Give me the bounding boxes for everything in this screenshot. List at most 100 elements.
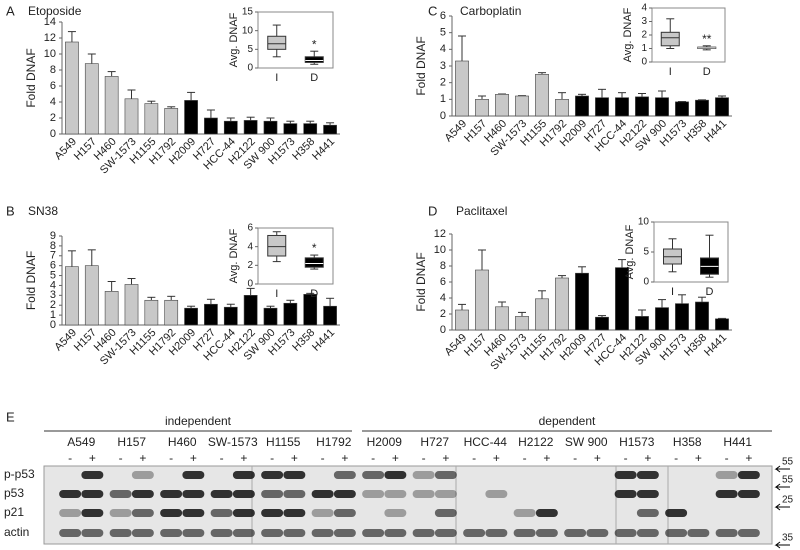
bar <box>323 305 337 326</box>
x-tick-label: H157 <box>462 332 489 359</box>
y-tick-label: 0 <box>440 324 446 336</box>
band <box>564 529 587 537</box>
bar <box>65 41 79 135</box>
band <box>614 490 637 498</box>
band <box>412 529 435 537</box>
y-axis-label: Fold DNAF <box>24 48 38 107</box>
y-tick-label: 0 <box>440 110 446 122</box>
size-marker: 55 <box>782 475 794 486</box>
marker-arrow <box>774 465 790 473</box>
band <box>283 509 306 517</box>
treatment-label: + <box>594 451 601 465</box>
bar <box>65 266 79 326</box>
y-tick-label: 4 <box>440 43 446 55</box>
y-tick-label: 4 <box>440 292 446 304</box>
annotation: ** <box>702 32 712 46</box>
band <box>210 509 233 517</box>
band <box>283 490 306 498</box>
bar <box>303 294 318 326</box>
bar <box>204 303 218 326</box>
y-tick-label: 2 <box>641 30 647 41</box>
treatment-label: - <box>422 451 426 465</box>
band <box>131 509 154 517</box>
band <box>636 490 659 498</box>
y-tick-label: 4 <box>50 96 56 108</box>
treatment-label: + <box>695 451 702 465</box>
size-marker: 55 <box>782 457 794 468</box>
treatment-label: - <box>624 451 628 465</box>
band <box>333 471 356 479</box>
bar <box>515 95 529 117</box>
y-tick-label: 10 <box>44 48 56 60</box>
y-tick-label: 8 <box>440 260 446 272</box>
y-tick-label: 5 <box>643 247 649 258</box>
x-tick-label: D <box>703 66 711 78</box>
marker-arrow <box>774 483 790 491</box>
treatment-label: + <box>291 451 298 465</box>
bar <box>655 307 669 331</box>
band <box>485 490 508 498</box>
bar <box>475 99 489 117</box>
band <box>232 509 255 517</box>
bar <box>475 269 489 331</box>
band <box>715 529 738 537</box>
band <box>535 509 558 517</box>
bar <box>515 316 529 331</box>
bar <box>535 298 549 331</box>
box <box>267 35 287 50</box>
cell-line-label: A549 <box>67 435 95 449</box>
bar <box>675 303 689 331</box>
bar <box>655 97 669 117</box>
cell-line-label: H358 <box>673 435 702 449</box>
band <box>737 529 760 537</box>
bar <box>323 124 337 135</box>
y-axis-label: Fold DNAF <box>414 36 428 95</box>
band <box>81 490 104 498</box>
y-tick-label: 6 <box>440 10 446 22</box>
y-tick-label: 2 <box>247 260 253 271</box>
band <box>333 490 356 498</box>
treatment-label: - <box>321 451 325 465</box>
y-tick-label: 1 <box>440 93 446 105</box>
bar <box>263 120 278 135</box>
cell-line-label: HCC-44 <box>464 435 508 449</box>
band <box>283 471 306 479</box>
chart-title: Etoposide <box>28 4 82 18</box>
treatment-label: + <box>240 451 247 465</box>
band <box>665 529 688 537</box>
chart-title: SN38 <box>28 204 58 218</box>
band <box>384 509 407 517</box>
box <box>304 56 324 63</box>
x-tick-label: I <box>669 66 672 78</box>
treatment-label: + <box>745 451 752 465</box>
band <box>81 529 104 537</box>
bar <box>124 284 139 326</box>
band <box>109 509 132 517</box>
band <box>160 529 183 537</box>
band <box>715 471 738 479</box>
treatment-label: - <box>371 451 375 465</box>
band <box>535 529 558 537</box>
panel-label: E <box>6 409 15 424</box>
cell-line-label: H157 <box>117 435 146 449</box>
chart-title: Carboplatin <box>460 4 521 18</box>
bar <box>303 123 318 135</box>
bar <box>243 295 258 326</box>
band <box>384 471 407 479</box>
treatment-label: - <box>573 451 577 465</box>
row-label: p-p53 <box>4 467 35 481</box>
bar <box>104 76 119 135</box>
y-tick-label: 5 <box>440 27 446 39</box>
y-tick-label: 12 <box>44 32 56 44</box>
treatment-label: + <box>190 451 197 465</box>
box <box>660 31 680 47</box>
band <box>737 471 760 479</box>
band <box>59 529 82 537</box>
bar <box>695 99 709 117</box>
bar <box>495 94 509 117</box>
y-tick-label: 4 <box>50 279 56 291</box>
band <box>109 490 132 498</box>
band <box>636 471 659 479</box>
y-tick-label: 5 <box>50 269 56 281</box>
cell-line-label: SW-1573 <box>208 435 258 449</box>
